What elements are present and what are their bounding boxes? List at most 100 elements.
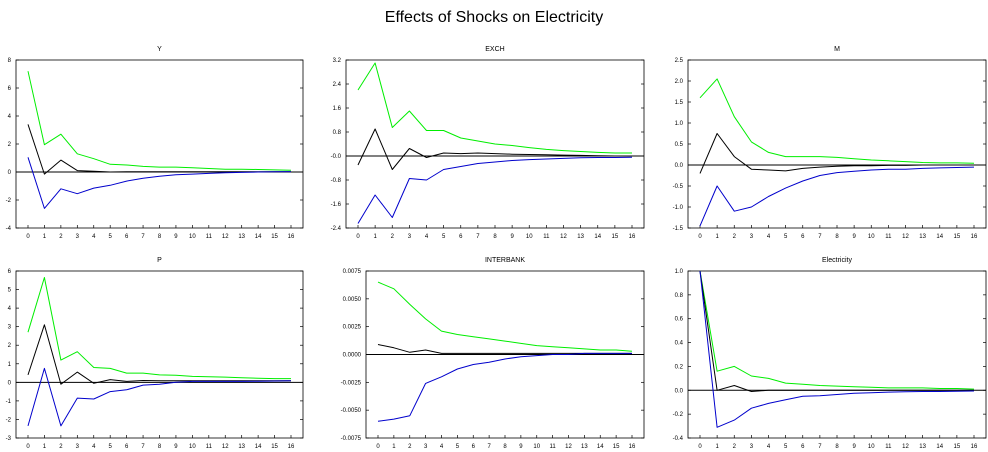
y-tick-label: 1.6	[333, 106, 342, 112]
x-tick-label: 0	[26, 444, 30, 450]
y-tick-label: 0.4	[675, 341, 684, 347]
figure-title: Effects of Shocks on Electricity	[384, 9, 604, 26]
y-tick-label: 0.0025	[343, 325, 362, 331]
y-tick-label: 1.0	[675, 269, 684, 275]
y-tick-label: -1.0	[673, 205, 684, 211]
y-tick-label: -0.4	[673, 436, 684, 442]
x-tick-label: 15	[271, 234, 278, 240]
x-tick-label: 16	[288, 234, 295, 240]
x-tick-label: 6	[801, 234, 805, 240]
y-tick-label: -2.4	[331, 226, 342, 232]
x-tick-label: 8	[835, 444, 839, 450]
x-tick-label: 15	[613, 444, 620, 450]
x-tick-label: 1	[373, 234, 377, 240]
x-tick-label: 8	[493, 234, 497, 240]
panel-title: P	[157, 257, 162, 264]
x-tick-label: 9	[174, 234, 178, 240]
y-tick-label: 3	[8, 325, 12, 331]
x-tick-label: 5	[456, 444, 460, 450]
y-tick-label: -0.0	[331, 154, 342, 160]
x-tick-label: 3	[750, 234, 754, 240]
x-tick-label: 16	[971, 444, 978, 450]
x-tick-label: 11	[206, 234, 213, 240]
x-tick-label: 9	[510, 234, 514, 240]
x-tick-label: 4	[440, 444, 444, 450]
x-tick-label: 13	[581, 444, 588, 450]
y-tick-label: 0	[8, 380, 12, 386]
panel-2: M-1.5-1.0-0.50.00.51.01.52.02.50 1 2 3 4 5 6 7 8…	[673, 46, 987, 240]
x-tick-label: 6	[472, 444, 476, 450]
y-tick-label: 4	[8, 114, 12, 120]
x-tick-label: 12	[560, 234, 567, 240]
y-tick-label: -2	[6, 417, 12, 423]
x-tick-label: 9	[852, 444, 856, 450]
y-tick-label: -2	[6, 198, 12, 204]
y-tick-label: -0.2	[673, 412, 684, 418]
x-tick-label: 1	[715, 234, 719, 240]
y-tick-label: -0.8	[331, 178, 342, 184]
series-line-estimate	[699, 270, 974, 392]
plot-frame	[15, 270, 304, 439]
x-tick-label: 3	[76, 444, 80, 450]
series-line-upper	[699, 78, 975, 164]
y-tick-label: -1.5	[673, 226, 684, 232]
y-tick-label: 5	[8, 288, 12, 294]
x-tick-label: 0	[26, 234, 30, 240]
y-tick-label: 0.5	[675, 142, 684, 148]
x-tick-label: 11	[885, 234, 892, 240]
x-tick-label: 5	[442, 234, 446, 240]
x-tick-label: 6	[459, 234, 463, 240]
x-tick-label: 2	[733, 444, 737, 450]
x-tick-label: 4	[425, 234, 429, 240]
series-line-upper	[27, 277, 291, 380]
series-line-upper	[27, 71, 292, 171]
y-tick-label: -4	[6, 226, 12, 232]
x-tick-label: 13	[919, 234, 926, 240]
panel-title: Electricity	[822, 257, 852, 264]
y-tick-label: 2	[8, 343, 12, 349]
x-tick-label: 2	[408, 444, 412, 450]
x-tick-label: 3	[750, 444, 754, 450]
x-tick-label: 15	[271, 444, 278, 450]
x-tick-label: 15	[954, 444, 961, 450]
series-line-upper	[699, 270, 975, 390]
x-tick-label: 6	[125, 444, 129, 450]
x-tick-label: 2	[59, 444, 63, 450]
series-line-estimate	[27, 124, 291, 175]
x-tick-label: 6	[801, 444, 805, 450]
y-tick-label: 0.0000	[343, 353, 362, 359]
x-tick-label: 4	[92, 234, 96, 240]
y-tick-label: 2.4	[333, 82, 342, 88]
series-line-lower	[699, 270, 975, 428]
series-line-upper	[377, 281, 633, 352]
x-tick-label: 0	[356, 234, 360, 240]
x-tick-label: 0	[698, 444, 702, 450]
y-tick-label: 0.0	[675, 163, 684, 169]
series-line-estimate	[699, 133, 974, 174]
x-tick-label: 10	[533, 444, 540, 450]
series-line-lower	[377, 352, 632, 422]
x-tick-label: 7	[818, 444, 822, 450]
series-line-estimate	[27, 324, 291, 385]
y-tick-label: 1.5	[675, 100, 684, 106]
series-line-lower	[357, 156, 633, 224]
x-tick-label: 16	[971, 234, 978, 240]
panel-title: M	[834, 46, 840, 53]
x-tick-label: 14	[594, 234, 601, 240]
x-tick-label: 9	[852, 234, 856, 240]
x-tick-label: 11	[543, 234, 550, 240]
x-tick-label: 5	[109, 234, 113, 240]
x-tick-label: 7	[476, 234, 480, 240]
x-tick-label: 4	[767, 444, 771, 450]
y-tick-label: 2.5	[675, 58, 684, 64]
x-tick-label: 8	[835, 234, 839, 240]
x-tick-label: 16	[288, 444, 295, 450]
x-tick-label: 13	[238, 234, 245, 240]
plot-frame	[15, 59, 304, 229]
x-tick-label: 6	[125, 234, 129, 240]
y-tick-label: 0.6	[675, 317, 684, 323]
y-tick-label: -0.0025	[341, 380, 362, 386]
x-tick-label: 9	[174, 444, 178, 450]
